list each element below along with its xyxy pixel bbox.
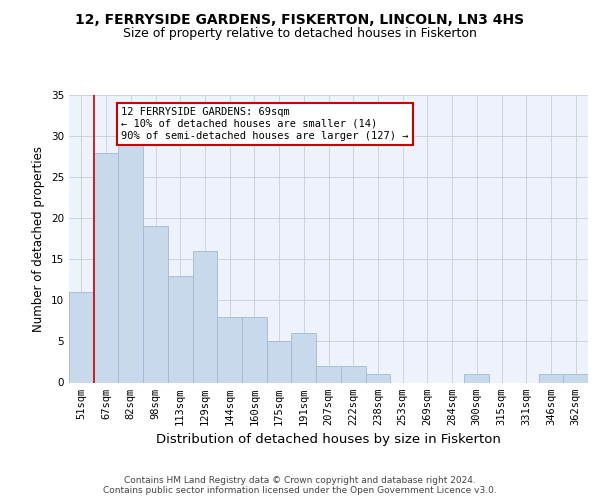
Bar bbox=[193, 251, 217, 382]
Bar bbox=[217, 317, 242, 382]
Bar bbox=[563, 374, 588, 382]
X-axis label: Distribution of detached houses by size in Fiskerton: Distribution of detached houses by size … bbox=[156, 433, 501, 446]
Bar bbox=[242, 317, 267, 382]
Text: Contains HM Land Registry data © Crown copyright and database right 2024.
Contai: Contains HM Land Registry data © Crown c… bbox=[103, 476, 497, 495]
Y-axis label: Number of detached properties: Number of detached properties bbox=[32, 146, 46, 332]
Text: Size of property relative to detached houses in Fiskerton: Size of property relative to detached ho… bbox=[123, 28, 477, 40]
Bar bbox=[365, 374, 390, 382]
Bar bbox=[539, 374, 563, 382]
Bar bbox=[292, 333, 316, 382]
Bar bbox=[118, 144, 143, 382]
Bar bbox=[316, 366, 341, 382]
Bar bbox=[143, 226, 168, 382]
Bar bbox=[94, 152, 118, 382]
Bar bbox=[341, 366, 365, 382]
Bar bbox=[69, 292, 94, 382]
Bar bbox=[168, 276, 193, 382]
Bar bbox=[267, 342, 292, 382]
Bar bbox=[464, 374, 489, 382]
Text: 12 FERRYSIDE GARDENS: 69sqm
← 10% of detached houses are smaller (14)
90% of sem: 12 FERRYSIDE GARDENS: 69sqm ← 10% of det… bbox=[121, 108, 409, 140]
Text: 12, FERRYSIDE GARDENS, FISKERTON, LINCOLN, LN3 4HS: 12, FERRYSIDE GARDENS, FISKERTON, LINCOL… bbox=[76, 12, 524, 26]
